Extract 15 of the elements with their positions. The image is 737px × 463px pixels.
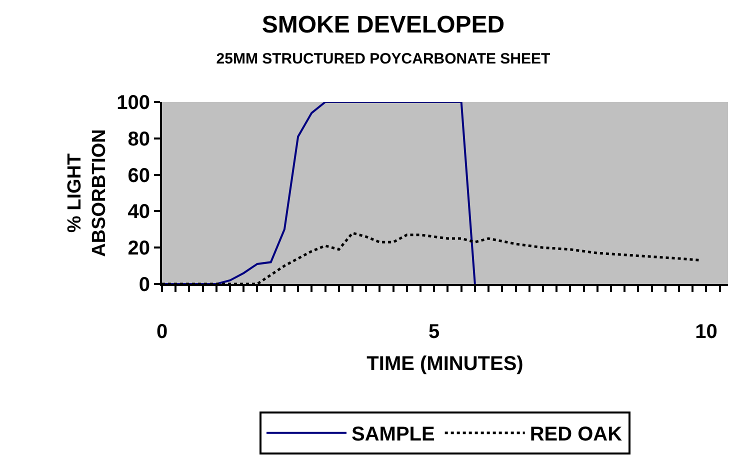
y-axis-title: % LIGHT ABSORBTION [64, 129, 110, 257]
y-tick-label: 40 [128, 201, 150, 224]
y-tick-label: 20 [128, 238, 150, 260]
chart-title: SMOKE DEVELOPED [262, 11, 505, 38]
legend-label: SAMPLE [352, 424, 435, 446]
y-tick-label: 80 [128, 128, 150, 150]
x-tick-label: 5 [428, 321, 440, 343]
x-tick-label: 10 [695, 321, 718, 343]
x-tick-label: 0 [156, 321, 168, 343]
chart-subtitle: 25MM STRUCTURED POYCARBONATE SHEET [216, 50, 550, 68]
y-tick-label: 100 [116, 92, 150, 114]
y-tick-label: 60 [128, 164, 150, 187]
y-tick-label: 0 [138, 274, 150, 296]
legend-label: RED OAK [530, 424, 623, 446]
x-axis-title: TIME (MINUTES) [366, 353, 524, 375]
